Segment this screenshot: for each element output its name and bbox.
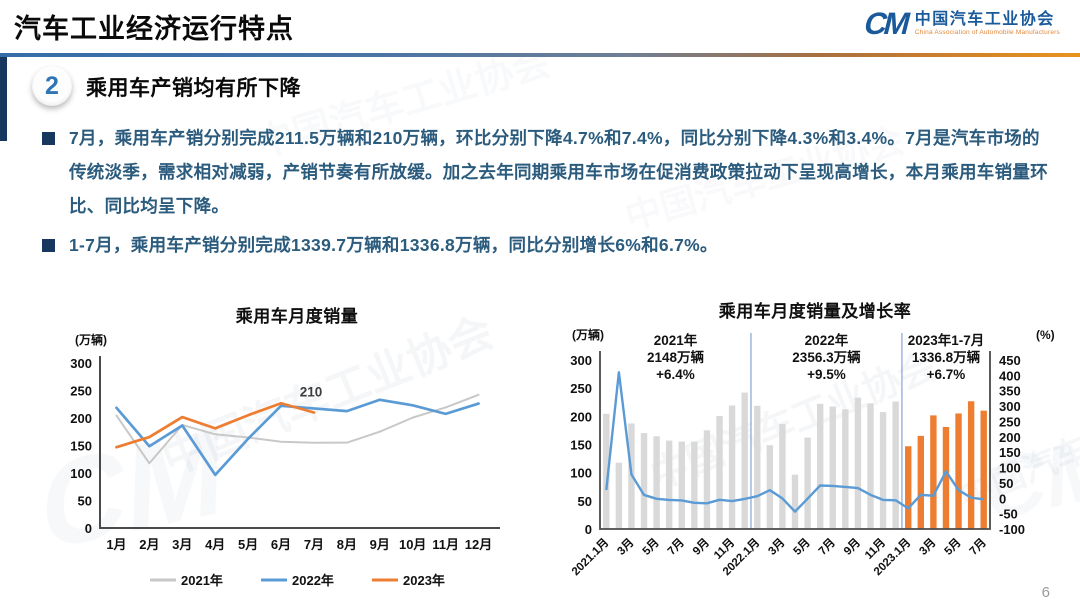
svg-text:7月: 7月 [816, 536, 838, 558]
svg-text:10月: 10月 [399, 537, 426, 552]
svg-text:300: 300 [999, 399, 1021, 414]
header-divider [0, 53, 1080, 57]
svg-text:2021年: 2021年 [181, 573, 223, 588]
svg-text:乘用车月度销量: 乘用车月度销量 [235, 306, 359, 326]
bullet-item: 1-7月，乘用车产销分别完成1339.7万辆和1336.8万辆，同比分别增长6%… [42, 228, 1054, 262]
svg-text:+9.5%: +9.5% [807, 367, 846, 382]
svg-text:100: 100 [570, 466, 592, 481]
svg-text:0: 0 [999, 491, 1006, 506]
svg-text:6月: 6月 [271, 537, 291, 552]
svg-text:50: 50 [999, 476, 1013, 491]
svg-text:450: 450 [999, 353, 1021, 368]
svg-text:2356.3万辆: 2356.3万辆 [792, 349, 861, 365]
svg-text:+6.4%: +6.4% [656, 367, 695, 382]
svg-text:2022年: 2022年 [292, 573, 334, 588]
svg-text:7月: 7月 [967, 536, 989, 558]
svg-text:4月: 4月 [205, 537, 225, 552]
svg-text:2023年: 2023年 [403, 573, 445, 588]
svg-text:(万辆): (万辆) [572, 327, 604, 342]
svg-text:50: 50 [78, 494, 92, 509]
logo-org-name-en: China Association of Automobile Manufact… [914, 28, 1060, 36]
svg-text:50: 50 [578, 494, 592, 509]
svg-text:8月: 8月 [337, 537, 357, 552]
svg-text:0: 0 [85, 521, 92, 536]
svg-text:5月: 5月 [791, 536, 813, 558]
bullet-square-icon [42, 132, 55, 145]
svg-text:250: 250 [999, 414, 1021, 429]
svg-text:9月: 9月 [690, 536, 712, 558]
svg-text:1月: 1月 [106, 537, 126, 552]
bullet-list: 7月，乘用车产销分别完成211.5万辆和210万辆，环比分别下降4.7%和7.4… [42, 121, 1054, 267]
bullet-item: 7月，乘用车产销分别完成211.5万辆和210万辆，环比分别下降4.7%和7.4… [42, 121, 1054, 223]
svg-text:150: 150 [570, 438, 592, 453]
svg-text:-100: -100 [999, 522, 1025, 537]
svg-text:200: 200 [999, 430, 1021, 445]
svg-text:5月: 5月 [942, 536, 964, 558]
svg-text:7月: 7月 [665, 536, 687, 558]
svg-text:乘用车月度销量及增长率: 乘用车月度销量及增长率 [718, 301, 912, 321]
left-accent-bar [0, 57, 7, 141]
svg-text:2023年1-7月: 2023年1-7月 [908, 332, 985, 348]
svg-text:1336.8万辆: 1336.8万辆 [912, 349, 981, 365]
svg-text:0: 0 [585, 522, 592, 537]
svg-text:11月: 11月 [432, 537, 459, 552]
bullet-square-icon [42, 239, 55, 252]
svg-text:150: 150 [999, 445, 1021, 460]
page-number: 6 [1041, 584, 1050, 601]
svg-text:2022年: 2022年 [805, 332, 849, 348]
monthly-sales-growth-chart: 乘用车月度销量及增长率(万辆) (%)050100150200250300-100… [569, 301, 1055, 578]
svg-text:9月: 9月 [841, 536, 863, 558]
svg-text:(%): (%) [1036, 328, 1055, 342]
svg-text:100: 100 [70, 466, 92, 481]
svg-text:2021年: 2021年 [654, 332, 698, 348]
caam-logo: CM 中国汽车工业协会 China Association of Automob… [860, 6, 1060, 41]
svg-text:5月: 5月 [640, 536, 662, 558]
svg-text:5月: 5月 [238, 537, 258, 552]
svg-text:250: 250 [570, 381, 592, 396]
svg-text:12月: 12月 [465, 537, 492, 552]
page-title: 汽车工业经济运行特点 [14, 14, 294, 44]
svg-text:3月: 3月 [172, 537, 192, 552]
svg-text:2148万辆: 2148万辆 [647, 349, 705, 365]
svg-text:250: 250 [70, 384, 92, 399]
svg-text:400: 400 [999, 368, 1021, 383]
svg-text:350: 350 [999, 384, 1021, 399]
svg-text:7月: 7月 [304, 537, 324, 552]
svg-text:+6.7%: +6.7% [927, 367, 966, 382]
svg-text:210: 210 [300, 385, 323, 400]
svg-text:(万辆): (万辆) [75, 332, 107, 347]
bullet-text: 1-7月，乘用车产销分别完成1339.7万辆和1336.8万辆，同比分别增长6%… [69, 235, 718, 255]
svg-text:100: 100 [999, 461, 1021, 476]
section-number-badge: 2 [32, 66, 72, 106]
monthly-sales-line-chart: 乘用车月度销量 (万辆) 0 50 100 150 200 250 300 1月 2月 3月 4月 5月 6… [70, 306, 500, 588]
svg-text:2021.1月: 2021.1月 [569, 536, 611, 578]
svg-text:3月: 3月 [917, 536, 939, 558]
svg-text:200: 200 [70, 411, 92, 426]
section-title: 乘用车产销均有所下降 [86, 77, 301, 100]
caam-logo-icon: CM [860, 6, 912, 41]
svg-text:3月: 3月 [766, 536, 788, 558]
slide-header: 汽车工业经济运行特点 CM 中国汽车工业协会 China Association… [0, 0, 1080, 53]
bullet-text: 7月，乘用车产销分别完成211.5万辆和210万辆，环比分别下降4.7%和7.4… [69, 128, 1048, 216]
svg-text:200: 200 [570, 409, 592, 424]
svg-text:2月: 2月 [139, 537, 159, 552]
logo-org-name-cn: 中国汽车工业协会 [914, 10, 1055, 28]
svg-text:-50: -50 [999, 507, 1018, 522]
svg-text:9月: 9月 [370, 537, 390, 552]
svg-text:300: 300 [70, 356, 92, 371]
svg-text:150: 150 [70, 439, 92, 454]
svg-text:3月: 3月 [615, 536, 637, 558]
svg-text:300: 300 [570, 353, 592, 368]
